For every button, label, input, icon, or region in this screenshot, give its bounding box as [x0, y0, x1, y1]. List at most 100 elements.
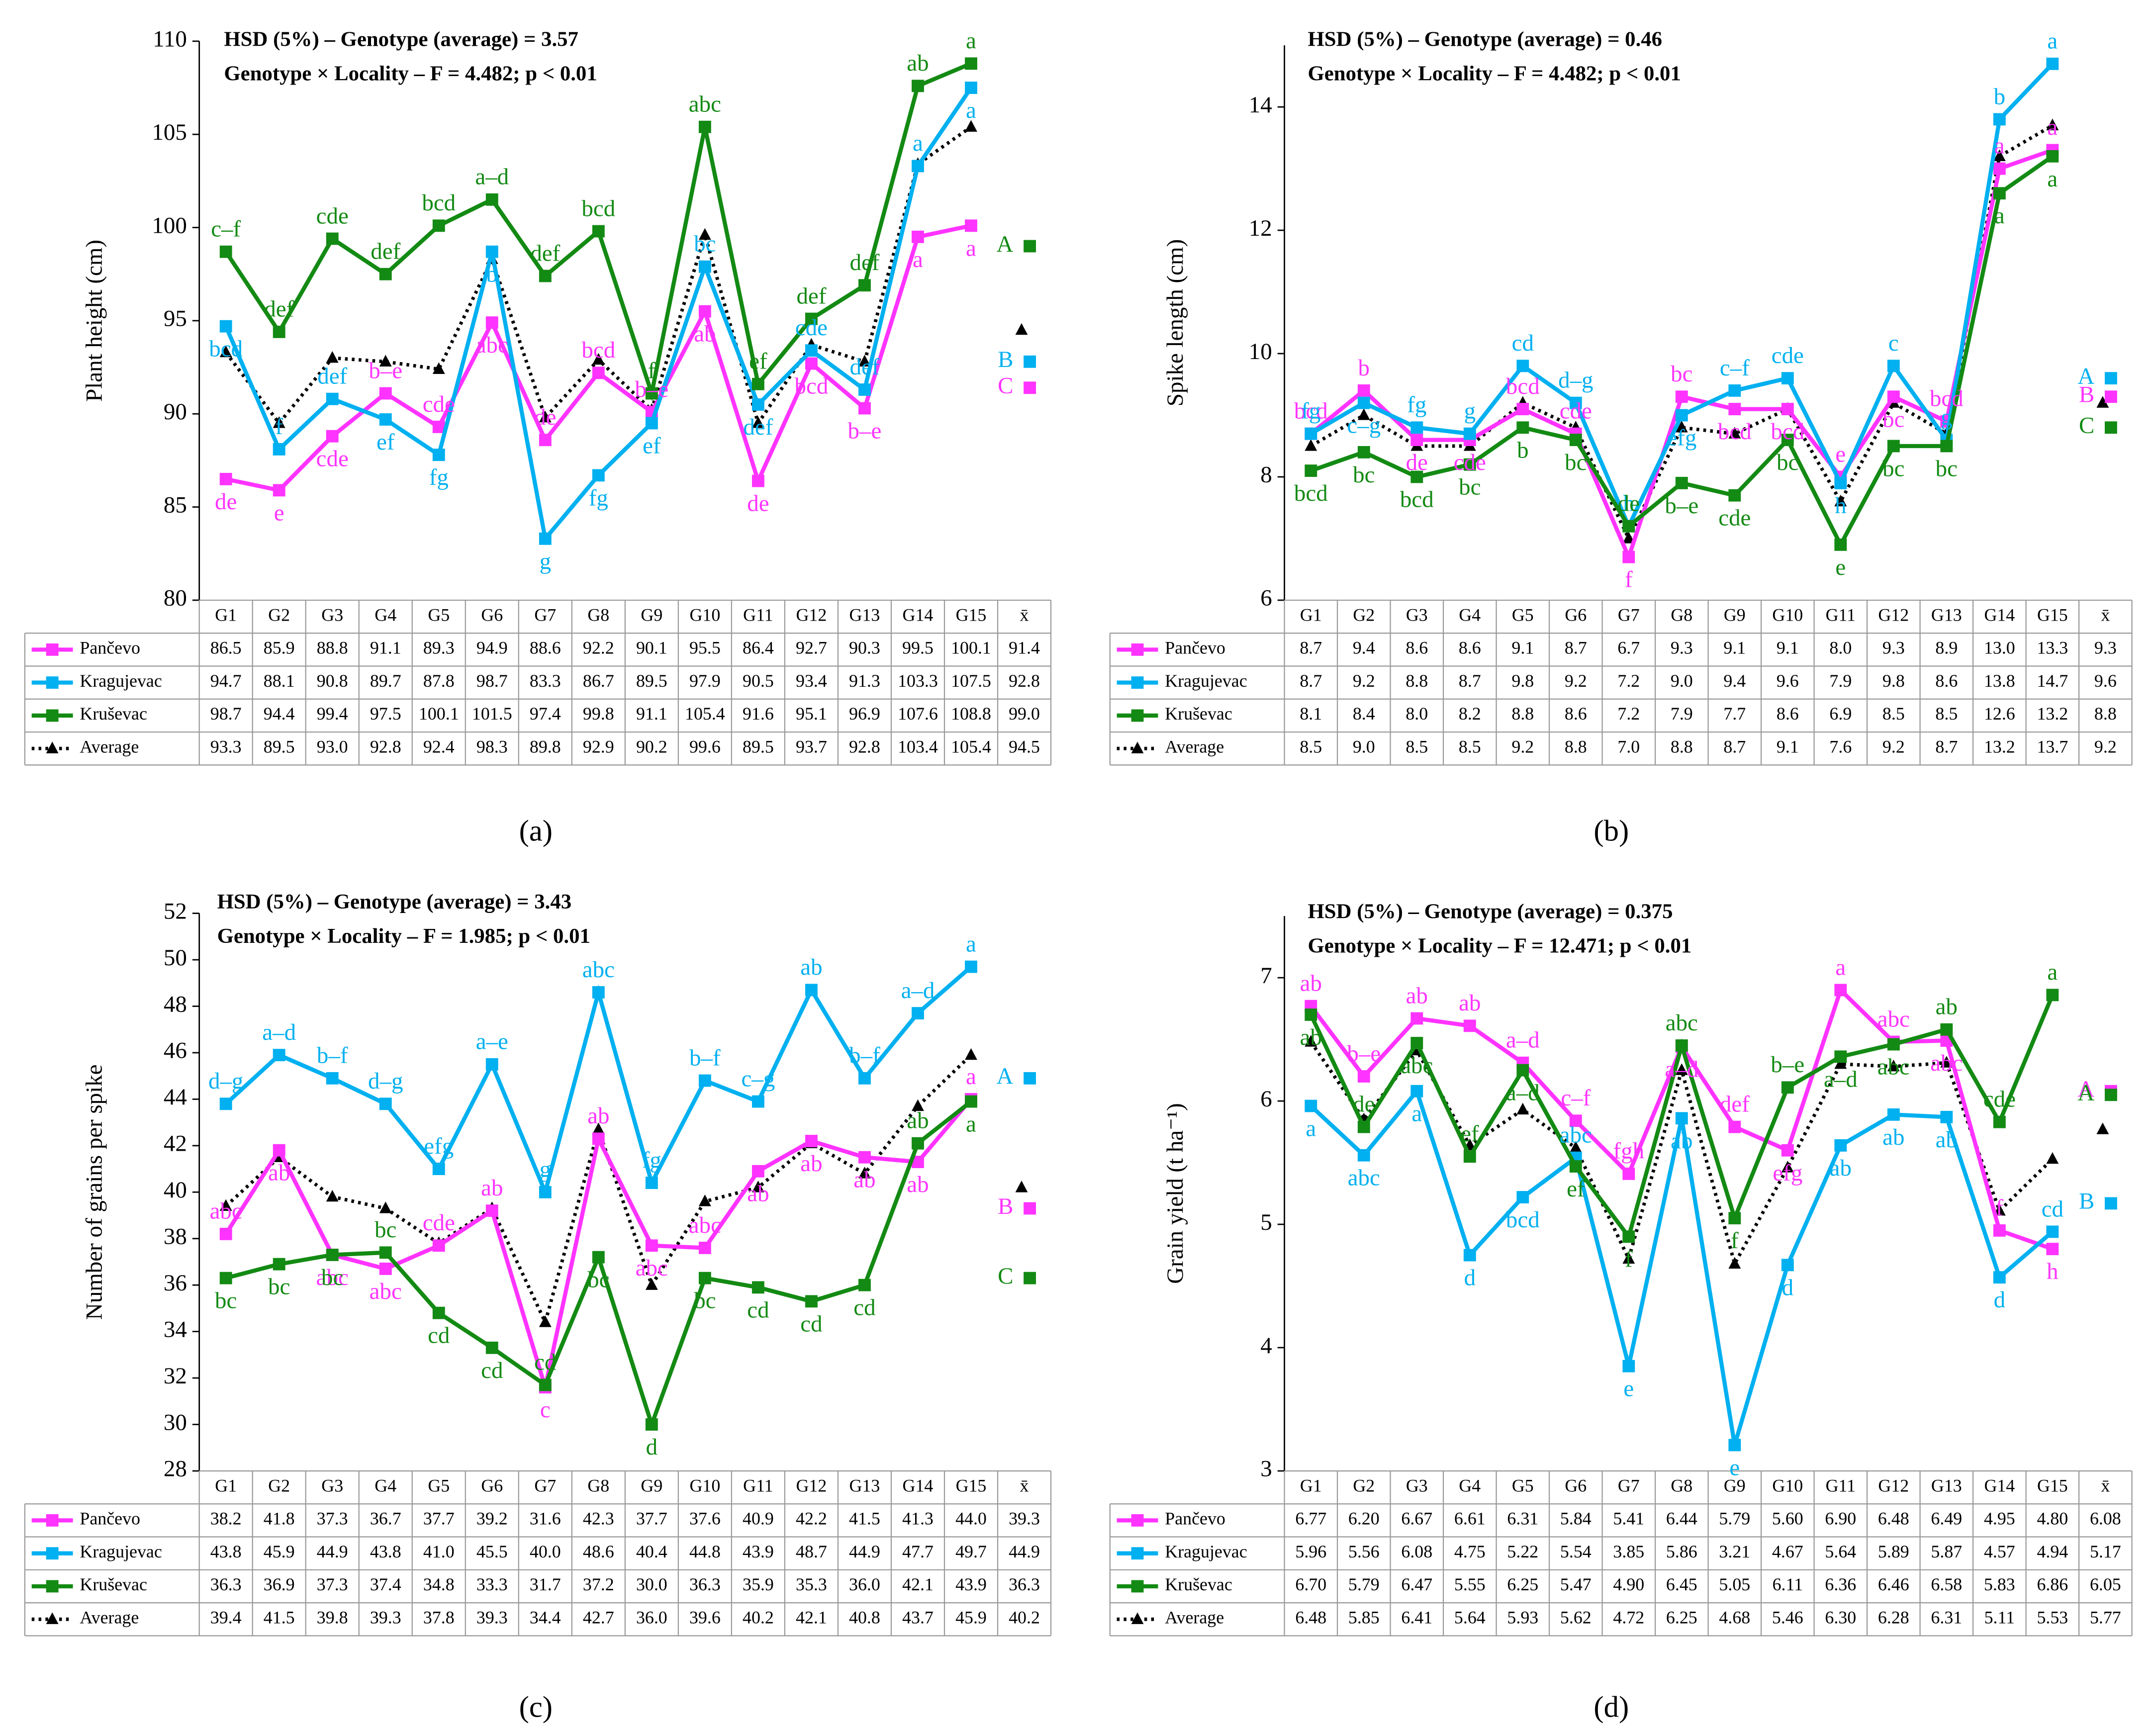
point	[1305, 1008, 1317, 1021]
letter: ab	[1882, 1124, 1904, 1150]
table-cell: 9.2	[1511, 736, 1534, 756]
legend-marker	[46, 1514, 59, 1527]
point	[1993, 149, 2006, 161]
point	[219, 245, 232, 258]
table-cell: 9.8	[1511, 671, 1534, 691]
letter: abc	[1877, 1054, 1910, 1080]
table-cell: 39.4	[210, 1607, 242, 1627]
letter: ef	[749, 349, 767, 374]
x-tick-label: G11	[743, 605, 773, 625]
letter: a–d	[475, 164, 509, 190]
table-cell: 9.2	[2094, 736, 2117, 756]
point	[1834, 984, 1847, 997]
table-cell: 108.8	[951, 704, 991, 724]
letter: abc	[1877, 1006, 1910, 1032]
chart-title: HSD (5%) – Genotype (average) = 3.57	[224, 28, 578, 51]
table-cell: 98.7	[210, 704, 242, 724]
point	[273, 325, 285, 338]
mean-marker	[2104, 1197, 2117, 1210]
letter: bcd	[1506, 373, 1540, 399]
letter: bcd	[209, 336, 243, 362]
point	[1357, 396, 1370, 409]
table-cell: 9.2	[1882, 736, 1905, 756]
x-tick-label: G8	[1671, 605, 1692, 625]
table-cell: 7.7	[1723, 704, 1746, 724]
point	[1834, 1139, 1847, 1152]
point	[912, 1099, 924, 1111]
x-tick-label: G14	[903, 1475, 934, 1495]
table-cell: 8.8	[1565, 736, 1587, 756]
letter: b	[486, 262, 498, 287]
point	[912, 80, 924, 92]
table-cell: 103.3	[898, 671, 938, 691]
table-cell: 47.7	[902, 1542, 934, 1561]
x-tick-label: G1	[1300, 1475, 1322, 1495]
point	[432, 1239, 445, 1252]
table-cell: 37.8	[423, 1607, 455, 1627]
point	[2046, 1152, 2059, 1164]
point	[698, 305, 711, 318]
letter: cde	[1718, 505, 1751, 531]
point	[1410, 1085, 1423, 1097]
table-cell: 3.85	[1613, 1542, 1644, 1561]
table-cell: 8.1	[1300, 704, 1322, 724]
table-cell: 30.0	[636, 1574, 667, 1594]
letter: c	[540, 1397, 551, 1423]
table-cell: 9.1	[1511, 638, 1534, 658]
table-cell: 12.6	[1984, 704, 2015, 724]
table-cell: 8.7	[1300, 638, 1322, 658]
letter: d–g	[368, 1068, 403, 1094]
letter: cd	[853, 1295, 875, 1321]
legend-label: Pančevo	[80, 638, 140, 658]
letter: ef	[1567, 1176, 1585, 1202]
table-cell: 5.62	[1560, 1607, 1592, 1627]
letter: a	[1306, 1116, 1316, 1142]
mean-marker	[1024, 1272, 1036, 1284]
table-cell: 42.1	[796, 1607, 827, 1627]
letter: a	[966, 28, 976, 54]
letter: e	[1835, 441, 1846, 467]
point	[1305, 427, 1317, 440]
table-cell: 5.79	[1719, 1509, 1750, 1529]
point	[1728, 489, 1741, 502]
point	[698, 1194, 711, 1206]
mean-marker	[2096, 1122, 2109, 1134]
table-cell: 36.0	[636, 1607, 667, 1627]
letter: ab	[907, 50, 929, 76]
letter: cde	[423, 391, 455, 417]
letter: h	[1623, 491, 1634, 517]
legend-label: Kruševac	[1165, 704, 1232, 724]
table-cell: 34.4	[530, 1607, 561, 1627]
x-tick-label: G6	[1565, 605, 1587, 625]
table-cell: 92.4	[423, 736, 455, 756]
letter: ab	[907, 1172, 929, 1197]
table-cell: 105.4	[685, 704, 725, 724]
table-cell: 4.72	[1613, 1607, 1644, 1627]
table-cell: 49.7	[955, 1542, 987, 1561]
point	[592, 469, 605, 482]
point	[326, 232, 339, 245]
letter: b	[1358, 355, 1370, 381]
letter: a	[966, 1111, 976, 1137]
table-cell: 6.61	[1454, 1509, 1486, 1529]
table-cell: 40.0	[530, 1542, 561, 1561]
x-tick-label: G12	[796, 1475, 827, 1495]
point	[858, 355, 871, 366]
x-tick-label: G3	[1406, 1475, 1428, 1495]
letter: a–d	[901, 978, 935, 1004]
letter: cd	[481, 1358, 503, 1383]
letter: ab	[481, 1175, 503, 1201]
letter: a	[2047, 28, 2058, 54]
chart-panel: HSD (5%) – Genotype (average) = 3.57 Geno…	[24, 26, 1052, 847]
x-tick-label: G7	[1618, 605, 1640, 625]
point	[219, 1097, 232, 1110]
point	[1622, 1252, 1635, 1264]
point	[1516, 421, 1529, 434]
point	[1675, 1112, 1688, 1125]
mean-letter: C	[998, 1263, 1013, 1289]
legend-label: Average	[80, 1607, 139, 1627]
x-tick-label: G11	[1826, 1475, 1856, 1495]
table-cell: 7.0	[1617, 736, 1640, 756]
mean-letter: C	[998, 373, 1013, 399]
